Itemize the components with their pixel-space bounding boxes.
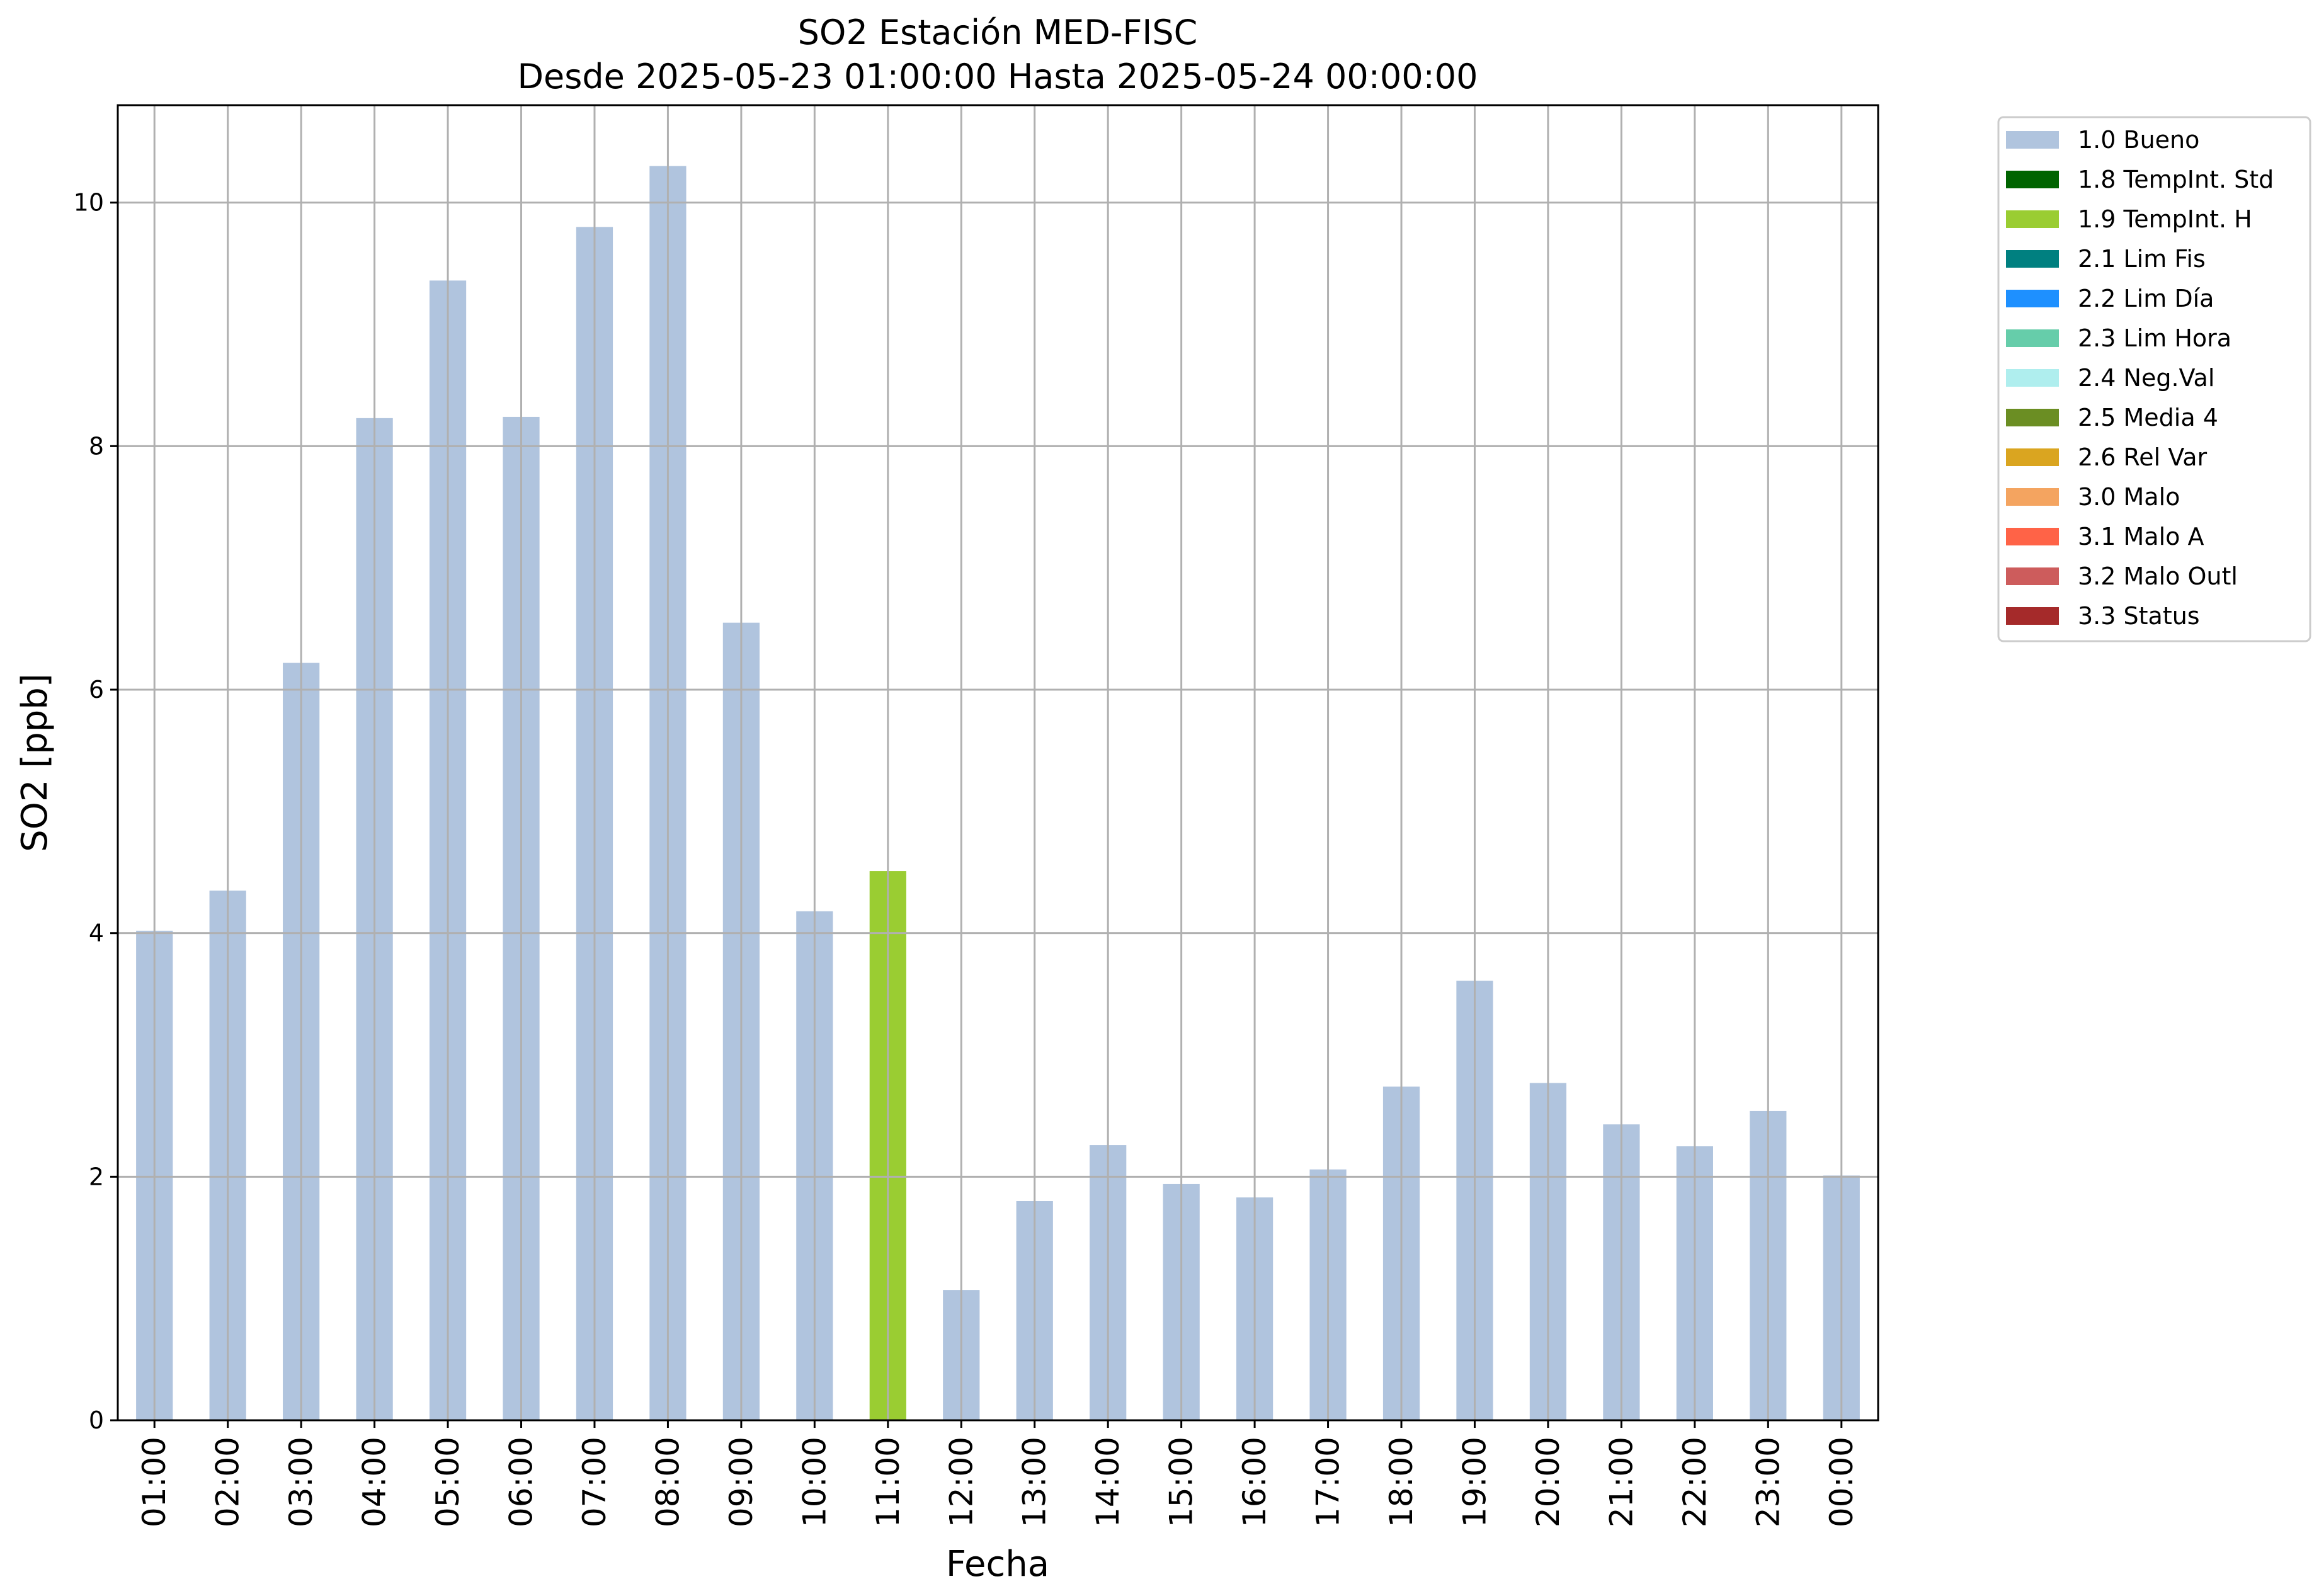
legend-label: 3.0 Malo	[2078, 483, 2180, 511]
x-tick-label: 14:00	[1090, 1437, 1126, 1527]
chart-title: SO2 Estación MED-FISC	[798, 13, 1198, 52]
x-tick-label: 01:00	[136, 1437, 173, 1527]
legend-swatch	[2006, 409, 2059, 426]
plot-area: 0 2 4 6 8 10 01:00 02:00 03:00 04:00 05:00 06:00 07…	[74, 104, 1879, 1527]
x-tick-label: 13:00	[1017, 1437, 1053, 1527]
x-tick-label: 17:00	[1310, 1437, 1347, 1527]
chart-subtitle: Desde 2025-05-23 01:00:00 Hasta 2025-05-…	[517, 57, 1478, 96]
legend: 1.0 Bueno 1.8 TempInt. Std 1.9 TempInt. H 2…	[1997, 116, 2311, 642]
y-tick-label: 0	[89, 1406, 104, 1434]
x-tick-label: 06:00	[503, 1437, 540, 1527]
x-tick-label: 12:00	[943, 1437, 979, 1527]
legend-label: 2.5 Media 4	[2078, 404, 2218, 431]
x-tick-label: 22:00	[1677, 1437, 1713, 1527]
y-tick-label: 6	[89, 676, 104, 704]
x-tick-label: 18:00	[1383, 1437, 1420, 1527]
legend-swatch	[2006, 250, 2059, 268]
legend-swatch	[2006, 329, 2059, 347]
y-axis-ticks: 0 2 4 6 8 10	[74, 189, 118, 1434]
legend-label: 3.1 Malo A	[2078, 523, 2204, 550]
x-tick-label: 07:00	[576, 1437, 613, 1527]
y-tick-label: 2	[89, 1163, 104, 1190]
x-tick-label: 15:00	[1163, 1437, 1200, 1527]
plot-frame	[117, 104, 1879, 1422]
legend-swatch	[2006, 607, 2059, 625]
legend-label: 1.8 TempInt. Std	[2078, 166, 2274, 193]
x-tick-label: 08:00	[649, 1437, 686, 1527]
legend-label: 3.2 Malo Outl	[2078, 562, 2238, 590]
y-tick-label: 4	[89, 920, 104, 947]
plot-background	[118, 105, 1878, 1420]
x-tick-label: 19:00	[1456, 1437, 1493, 1527]
x-tick-label: 02:00	[210, 1437, 246, 1527]
y-axis-label: SO2 [ppb]	[14, 673, 55, 852]
legend-swatch	[2006, 210, 2059, 228]
grid-lines	[118, 105, 1878, 1420]
legend-swatch	[2006, 448, 2059, 466]
legend-swatch	[2006, 369, 2059, 387]
legend-label: 2.6 Rel Var	[2078, 443, 2208, 471]
x-tick-label: 05:00	[430, 1437, 466, 1527]
x-tick-label: 23:00	[1750, 1437, 1786, 1527]
legend-label: 2.3 Lim Hora	[2078, 324, 2231, 352]
legend-swatch	[2006, 567, 2059, 585]
legend-swatch	[2006, 290, 2059, 307]
legend-label: 3.3 Status	[2078, 602, 2200, 630]
legend-swatch	[2006, 131, 2059, 149]
legend-label: 1.0 Bueno	[2078, 126, 2199, 154]
x-tick-label: 04:00	[356, 1437, 393, 1527]
x-tick-label: 03:00	[283, 1437, 319, 1527]
x-axis-label: Fecha	[946, 1544, 1049, 1585]
x-tick-label: 00:00	[1823, 1437, 1860, 1527]
legend-swatch	[2006, 488, 2059, 506]
x-tick-label: 20:00	[1530, 1437, 1566, 1527]
x-tick-label: 10:00	[796, 1437, 833, 1527]
x-tick-label: 21:00	[1603, 1437, 1639, 1527]
legend-label: 2.1 Lim Fis	[2078, 245, 2206, 273]
legend-items: 1.0 Bueno 1.8 TempInt. Std 1.9 TempInt. H 2…	[2006, 126, 2274, 630]
y-tick-label: 10	[74, 189, 104, 217]
legend-box	[1997, 116, 2311, 642]
x-tick-label: 09:00	[723, 1437, 760, 1527]
x-tick-label: 11:00	[870, 1437, 906, 1527]
x-axis-ticks: 01:00 02:00 03:00 04:00 05:00 06:00 07:00 08:00…	[136, 1420, 1860, 1527]
legend-swatch	[2006, 171, 2059, 188]
legend-label: 2.2 Lim Día	[2078, 285, 2214, 312]
x-tick-label: 16:00	[1236, 1437, 1273, 1527]
y-tick-label: 8	[89, 432, 104, 460]
legend-label: 2.4 Neg.Val	[2078, 364, 2214, 392]
legend-label: 1.9 TempInt. H	[2078, 205, 2252, 233]
legend-swatch	[2006, 528, 2059, 545]
